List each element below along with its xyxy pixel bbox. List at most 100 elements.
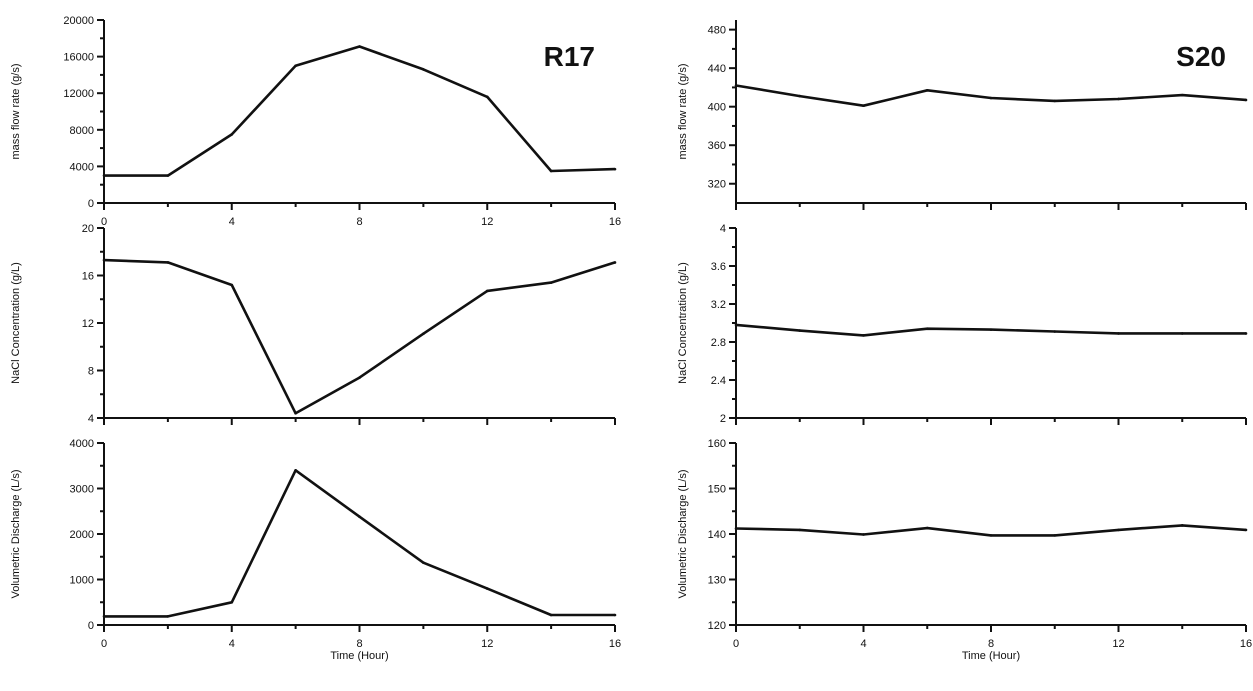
- y-tick-label: 480: [708, 25, 726, 37]
- data-point: [613, 261, 617, 264]
- panel-6: 120 130 140 150 160 0 4 8 12 16 Volumetric Dischar…: [677, 438, 1252, 662]
- panel-4: 320 360 400 440 480 mass flow rate (g/s) S20: [677, 20, 1248, 210]
- y-tick-label: 3.6: [711, 261, 726, 273]
- data-point: [1053, 99, 1057, 103]
- panel-title: R17: [544, 41, 595, 72]
- y-tick-label: 12000: [63, 88, 94, 100]
- y-tick-label: 4: [88, 413, 94, 425]
- y-tick-label: 16: [82, 271, 94, 283]
- data-point: [102, 615, 106, 618]
- x-tick-label: 8: [988, 638, 994, 650]
- y-tick-label: 130: [708, 575, 726, 587]
- data-point: [1117, 528, 1120, 532]
- x-tick-label: 12: [1112, 638, 1124, 650]
- x-tick-label: 16: [1240, 638, 1252, 650]
- data-point: [230, 283, 234, 287]
- panel-1: 0 4000 8000 12000 16000 20000 0 4 8 12 16 mass flow…: [10, 15, 621, 228]
- data-point: [862, 104, 865, 108]
- y-tick-label: 1000: [70, 575, 94, 587]
- x-tick-label: 0: [733, 638, 739, 650]
- data-point: [422, 68, 425, 71]
- data-point: [102, 258, 106, 262]
- y-tick-label: 20: [82, 223, 94, 235]
- data-point: [1244, 332, 1248, 335]
- x-tick-label: 0: [101, 216, 107, 228]
- data-point: [613, 613, 617, 617]
- data-point: [925, 526, 929, 530]
- series-line: [735, 84, 1247, 107]
- y-axis-label: Volumetric Discharge (L/s): [10, 470, 22, 599]
- data-point: [166, 174, 170, 177]
- data-point: [230, 600, 234, 604]
- data-point: [734, 527, 738, 530]
- data-point: [798, 528, 802, 532]
- y-tick-label: 4000: [70, 161, 94, 173]
- x-tick-label: 0: [101, 638, 107, 650]
- y-tick-label: 2: [720, 413, 726, 425]
- x-tick-label: 4: [229, 216, 235, 228]
- y-axis-label: NaCl Concentration (g/L): [677, 262, 689, 384]
- data-point: [166, 615, 170, 618]
- y-axis-label: Volumetric Discharge (L/s): [677, 470, 689, 599]
- data-point: [989, 96, 993, 100]
- data-point: [422, 332, 425, 335]
- data-point: [925, 89, 929, 92]
- data-point: [294, 64, 297, 68]
- y-axis-label: mass flow rate (g/s): [677, 64, 689, 160]
- y-tick-label: 8: [88, 366, 94, 378]
- panel-3: 0 1000 2000 3000 4000 0 4 8 12 16 Volumetric Disch…: [10, 438, 621, 662]
- data-point: [734, 84, 738, 87]
- data-point: [102, 174, 106, 177]
- x-tick-label: 16: [609, 638, 621, 650]
- data-point: [1117, 97, 1120, 101]
- x-axis-label: Time (Hour): [962, 650, 1020, 662]
- data-point: [613, 167, 617, 171]
- data-point: [485, 289, 489, 293]
- x-tick-label: 8: [356, 216, 362, 228]
- x-tick-label: 12: [481, 216, 493, 228]
- data-point: [1244, 98, 1248, 102]
- y-tick-label: 2.8: [711, 337, 726, 349]
- x-tick-label: 12: [481, 638, 493, 650]
- data-point: [989, 534, 993, 537]
- data-point: [734, 323, 738, 327]
- data-point: [1180, 93, 1184, 97]
- y-tick-label: 400: [708, 102, 726, 114]
- y-tick-label: 0: [88, 198, 94, 210]
- data-point: [166, 261, 170, 264]
- y-tick-label: 440: [708, 63, 726, 75]
- y-tick-label: 160: [708, 438, 726, 450]
- data-point: [549, 613, 553, 617]
- data-point: [989, 328, 993, 331]
- y-tick-label: 8000: [70, 125, 94, 137]
- x-tick-label: 8: [356, 638, 362, 650]
- y-tick-label: 320: [708, 179, 726, 191]
- y-tick-label: 3000: [70, 484, 94, 496]
- data-point: [1180, 524, 1184, 527]
- y-tick-label: 150: [708, 484, 726, 496]
- data-point: [1117, 332, 1120, 335]
- data-point: [862, 334, 865, 337]
- y-tick-label: 2000: [70, 529, 94, 541]
- data-point: [230, 133, 234, 136]
- data-point: [422, 561, 425, 564]
- series-line: [104, 468, 615, 618]
- data-point: [862, 533, 865, 536]
- data-point: [549, 169, 553, 173]
- data-point: [1053, 534, 1057, 537]
- y-tick-label: 16000: [63, 52, 94, 64]
- y-tick-label: 4: [720, 223, 726, 235]
- data-point: [358, 45, 361, 48]
- data-point: [358, 515, 361, 519]
- data-point: [294, 411, 297, 415]
- data-point: [549, 281, 553, 284]
- x-tick-label: 16: [609, 216, 621, 228]
- series-line: [735, 524, 1247, 537]
- y-tick-label: 12: [82, 318, 94, 330]
- panel-2: 4 8 12 16 20 NaCl Concentration (g/L): [10, 223, 617, 425]
- y-tick-label: 0: [88, 620, 94, 632]
- x-tick-label: 4: [860, 638, 866, 650]
- x-axis-label: Time (Hour): [330, 650, 388, 662]
- data-point: [1244, 528, 1248, 532]
- y-tick-label: 140: [708, 529, 726, 541]
